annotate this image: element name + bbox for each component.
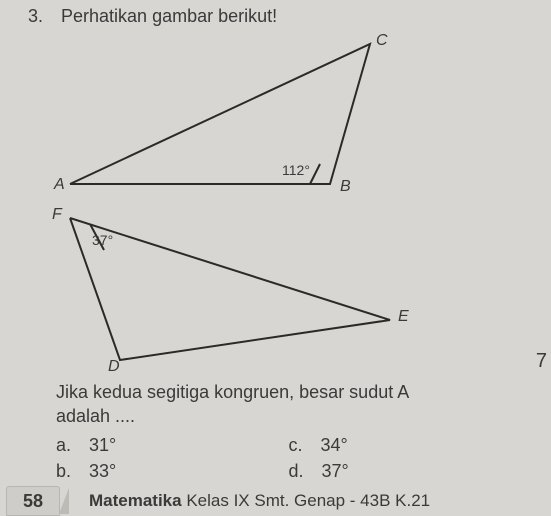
vertex-label-f: F xyxy=(52,206,62,224)
option-letter: b. xyxy=(56,458,71,484)
figure-triangle-abc: A B C 112° xyxy=(60,34,400,209)
question-text: Perhatikan gambar berikut! xyxy=(61,6,277,27)
answer-options: a. 31° c. 34° b. 33° d. 37° xyxy=(56,432,521,484)
vertex-label-c: C xyxy=(376,32,388,50)
figure-triangle-def: F D E 37° xyxy=(60,210,420,385)
question-header: 3. Perhatikan gambar berikut! xyxy=(28,6,277,27)
option-row: a. 31° c. 34° xyxy=(56,432,521,458)
angle-label-b: 112° xyxy=(282,162,310,178)
vertex-label-b: B xyxy=(340,178,351,196)
option-value: 34° xyxy=(321,432,348,458)
option-letter: a. xyxy=(56,432,71,458)
option-c: c. 34° xyxy=(289,432,522,458)
option-row: b. 33° d. 37° xyxy=(56,458,521,484)
option-value: 33° xyxy=(89,458,116,484)
page-footer: 58 Matematika Kelas IX Smt. Genap - 43B … xyxy=(0,486,551,516)
option-a: a. 31° xyxy=(56,432,289,458)
option-letter: c. xyxy=(289,432,303,458)
option-letter: d. xyxy=(289,458,304,484)
stray-number: 7 xyxy=(536,350,547,373)
triangle-def-svg xyxy=(60,210,420,380)
question-number: 3. xyxy=(28,6,43,27)
tab-notch-icon xyxy=(59,488,69,514)
prompt-line-1: Jika kedua segitiga kongruen, besar sudu… xyxy=(56,380,521,404)
option-d: d. 37° xyxy=(289,458,522,484)
option-value: 31° xyxy=(89,432,116,458)
page-number-badge: 58 xyxy=(6,486,60,516)
option-value: 37° xyxy=(322,458,349,484)
vertex-label-d: D xyxy=(108,358,120,376)
option-b: b. 33° xyxy=(56,458,289,484)
footer-subject: Matematika xyxy=(89,491,182,510)
vertex-label-a: A xyxy=(54,176,65,194)
footer-rest: Kelas IX Smt. Genap - 43B K.21 xyxy=(182,491,431,510)
vertex-label-e: E xyxy=(398,308,409,326)
angle-label-f: 37° xyxy=(92,232,113,248)
question-prompt: Jika kedua segitiga kongruen, besar sudu… xyxy=(56,380,521,429)
footer-text: Matematika Kelas IX Smt. Genap - 43B K.2… xyxy=(89,491,430,511)
prompt-line-2: adalah .... xyxy=(56,404,521,428)
